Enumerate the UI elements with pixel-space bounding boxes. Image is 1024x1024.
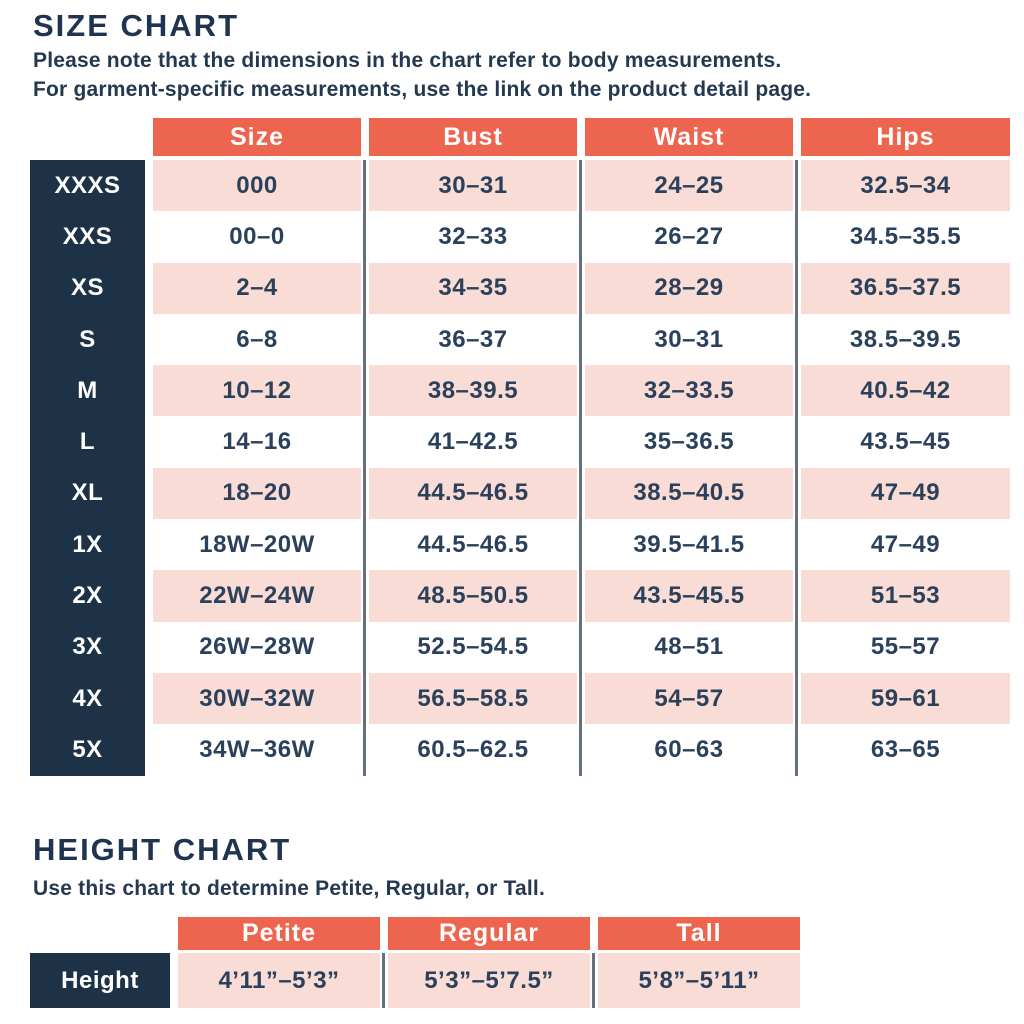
table-row: 4X 30W–32W 56.5–58.5 54–57 59–61 bbox=[30, 672, 1010, 725]
column-header-waist: Waist bbox=[585, 118, 793, 156]
bust-value: 48.5–50.5 bbox=[363, 570, 577, 622]
size-value: 18–20 bbox=[153, 467, 361, 520]
table-row: S 6–8 36–37 30–31 38.5–39.5 bbox=[30, 313, 1010, 366]
size-value: 18W–20W bbox=[153, 519, 361, 571]
hips-value: 43.5–45 bbox=[795, 416, 1010, 469]
column-header-size: Size bbox=[153, 118, 361, 156]
row-label-s: S bbox=[30, 313, 145, 366]
column-header-tall: Tall bbox=[598, 917, 800, 950]
waist-value: 35–36.5 bbox=[579, 416, 793, 469]
waist-value: 24–25 bbox=[579, 160, 793, 212]
bust-value: 56.5–58.5 bbox=[363, 672, 577, 725]
size-chart-title: SIZE CHART bbox=[33, 8, 239, 43]
bust-value: 36–37 bbox=[363, 313, 577, 366]
hips-value: 36.5–37.5 bbox=[795, 262, 1010, 315]
waist-value: 26–27 bbox=[579, 211, 793, 263]
waist-value: 32–33.5 bbox=[579, 365, 793, 417]
hips-value: 63–65 bbox=[795, 724, 1010, 776]
height-table-corner-spacer bbox=[30, 917, 170, 950]
hips-value: 32.5–34 bbox=[795, 160, 1010, 212]
waist-value: 54–57 bbox=[579, 672, 793, 725]
row-label-5x: 5X bbox=[30, 724, 145, 776]
waist-value: 39.5–41.5 bbox=[579, 519, 793, 571]
petite-height-value: 4’11”–5’3” bbox=[178, 953, 380, 1008]
bust-value: 34–35 bbox=[363, 262, 577, 315]
table-row: 1X 18W–20W 44.5–46.5 39.5–41.5 47–49 bbox=[30, 519, 1010, 571]
size-table: Size Bust Waist Hips XXXS 000 30–31 24–2… bbox=[30, 118, 1010, 776]
row-label-4x: 4X bbox=[30, 672, 145, 725]
waist-value: 48–51 bbox=[579, 621, 793, 674]
height-table-body: Height 4’11”–5’3” 5’3”–5’7.5” 5’8”–5’11” bbox=[30, 953, 800, 1008]
bust-value: 52.5–54.5 bbox=[363, 621, 577, 674]
row-label-1x: 1X bbox=[30, 519, 145, 571]
table-row: XXS 00–0 32–33 26–27 34.5–35.5 bbox=[30, 211, 1010, 263]
size-value: 26W–28W bbox=[153, 621, 361, 673]
row-label-m: M bbox=[30, 365, 145, 417]
bust-value: 44.5–46.5 bbox=[363, 519, 577, 571]
size-value: 2–4 bbox=[153, 262, 361, 314]
table-row: 2X 22W–24W 48.5–50.5 43.5–45.5 51–53 bbox=[30, 570, 1010, 622]
size-value: 00–0 bbox=[153, 211, 361, 263]
hips-value: 51–53 bbox=[795, 570, 1010, 622]
hips-value: 38.5–39.5 bbox=[795, 313, 1010, 366]
row-label-2x: 2X bbox=[30, 570, 145, 622]
hips-value: 59–61 bbox=[795, 672, 1010, 725]
row-label-xxs: XXS bbox=[30, 211, 145, 263]
size-chart-subtitle: Please note that the dimensions in the c… bbox=[33, 46, 811, 104]
regular-height-value: 5’3”–5’7.5” bbox=[382, 953, 590, 1008]
size-value: 34W–36W bbox=[153, 724, 361, 776]
table-row: 3X 26W–28W 52.5–54.5 48–51 55–57 bbox=[30, 621, 1010, 674]
height-table: Petite Regular Tall Height 4’11”–5’3” 5’… bbox=[30, 917, 800, 1008]
row-label-l: L bbox=[30, 416, 145, 468]
row-label-xl: XL bbox=[30, 467, 145, 520]
waist-value: 43.5–45.5 bbox=[579, 570, 793, 622]
size-value: 6–8 bbox=[153, 313, 361, 366]
table-row: M 10–12 38–39.5 32–33.5 40.5–42 bbox=[30, 365, 1010, 417]
column-header-petite: Petite bbox=[178, 917, 380, 950]
size-value: 10–12 bbox=[153, 365, 361, 417]
column-header-bust: Bust bbox=[369, 118, 577, 156]
height-table-header-row: Petite Regular Tall bbox=[30, 917, 800, 950]
height-chart-subtitle: Use this chart to determine Petite, Regu… bbox=[33, 877, 546, 900]
hips-value: 47–49 bbox=[795, 519, 1010, 571]
hips-value: 55–57 bbox=[795, 621, 1010, 674]
column-header-hips: Hips bbox=[801, 118, 1010, 156]
size-value: 000 bbox=[153, 160, 361, 212]
size-table-body: XXXS 000 30–31 24–25 32.5–34 XXS 00–0 32… bbox=[30, 160, 1010, 776]
waist-value: 30–31 bbox=[579, 313, 793, 366]
size-chart-subtitle-line-1: Please note that the dimensions in the c… bbox=[33, 49, 782, 72]
table-row: XS 2–4 34–35 28–29 36.5–37.5 bbox=[30, 262, 1010, 315]
height-chart-title: HEIGHT CHART bbox=[33, 832, 292, 867]
hips-value: 34.5–35.5 bbox=[795, 211, 1010, 263]
row-label-height: Height bbox=[30, 953, 170, 1008]
bust-value: 38–39.5 bbox=[363, 365, 577, 417]
bust-value: 44.5–46.5 bbox=[363, 467, 577, 520]
bust-value: 32–33 bbox=[363, 211, 577, 263]
waist-value: 38.5–40.5 bbox=[579, 467, 793, 520]
table-row: XL 18–20 44.5–46.5 38.5–40.5 47–49 bbox=[30, 467, 1010, 520]
size-value: 30W–32W bbox=[153, 672, 361, 725]
bust-value: 30–31 bbox=[363, 160, 577, 212]
waist-value: 60–63 bbox=[579, 724, 793, 776]
row-label-xxxs: XXXS bbox=[30, 160, 145, 212]
size-table-corner-spacer bbox=[30, 118, 145, 156]
hips-value: 40.5–42 bbox=[795, 365, 1010, 417]
bust-value: 60.5–62.5 bbox=[363, 724, 577, 776]
size-value: 14–16 bbox=[153, 416, 361, 468]
waist-value: 28–29 bbox=[579, 262, 793, 315]
size-chart-subtitle-line-2: For garment-specific measurements, use t… bbox=[33, 78, 812, 101]
tall-height-value: 5’8”–5’11” bbox=[592, 953, 800, 1008]
size-value: 22W–24W bbox=[153, 570, 361, 622]
row-label-3x: 3X bbox=[30, 621, 145, 673]
table-row: XXXS 000 30–31 24–25 32.5–34 bbox=[30, 160, 1010, 212]
table-row: L 14–16 41–42.5 35–36.5 43.5–45 bbox=[30, 416, 1010, 469]
table-row: Height 4’11”–5’3” 5’3”–5’7.5” 5’8”–5’11” bbox=[30, 953, 800, 1008]
size-table-header-row: Size Bust Waist Hips bbox=[30, 118, 1010, 156]
bust-value: 41–42.5 bbox=[363, 416, 577, 469]
table-row: 5X 34W–36W 60.5–62.5 60–63 63–65 bbox=[30, 724, 1010, 776]
hips-value: 47–49 bbox=[795, 467, 1010, 520]
column-header-regular: Regular bbox=[388, 917, 590, 950]
row-label-xs: XS bbox=[30, 262, 145, 314]
